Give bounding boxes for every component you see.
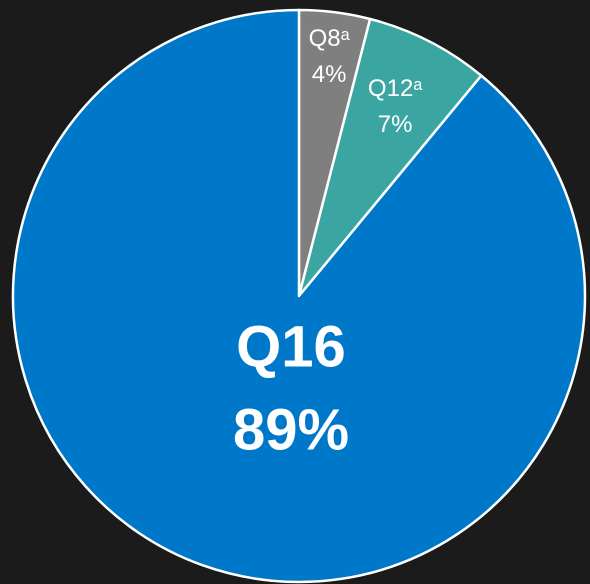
value-label: 4%	[312, 61, 347, 88]
pie-slice	[11, 8, 587, 584]
slice-label: Q8ᵃ	[309, 25, 351, 52]
pie-slice	[297, 17, 483, 298]
value-label: 7%	[378, 111, 413, 138]
value-label: 89%	[233, 397, 349, 462]
slice-label: Q12ᵃ	[368, 75, 423, 102]
slice-label: Q16	[236, 314, 346, 379]
